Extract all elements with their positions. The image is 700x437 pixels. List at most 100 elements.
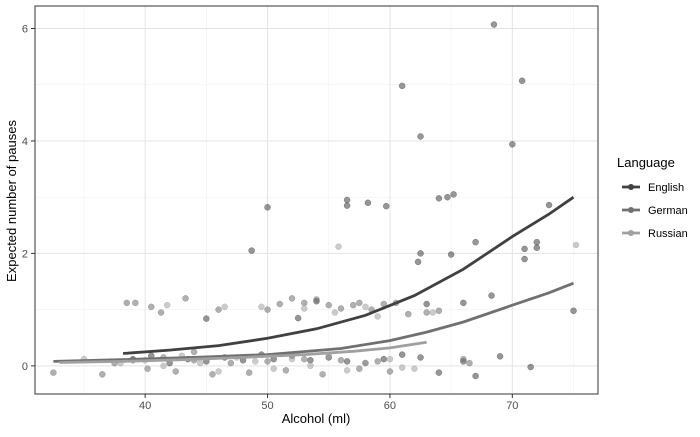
data-point bbox=[398, 364, 406, 371]
x-tick-label: 50 bbox=[261, 400, 273, 412]
data-point bbox=[227, 359, 235, 367]
y-tick-label: 6 bbox=[22, 23, 28, 35]
data-point bbox=[301, 355, 308, 363]
data-point bbox=[331, 309, 339, 316]
data-point bbox=[276, 300, 284, 308]
data-point bbox=[215, 306, 222, 313]
data-point bbox=[335, 243, 342, 250]
plot-border bbox=[34, 5, 599, 395]
fit-line-german bbox=[53, 281, 575, 363]
data-point bbox=[325, 301, 332, 309]
data-point bbox=[411, 365, 418, 372]
legend-label: English bbox=[648, 182, 684, 194]
data-point bbox=[144, 365, 151, 372]
data-point bbox=[301, 299, 308, 307]
data-point bbox=[258, 303, 265, 311]
data-point bbox=[417, 133, 424, 140]
y-tick-label: 4 bbox=[22, 136, 28, 148]
x-axis-label: Alcohol (ml) bbox=[282, 411, 351, 426]
legend-item-english: English bbox=[622, 182, 684, 194]
data-point bbox=[209, 371, 216, 378]
data-point bbox=[429, 309, 437, 316]
data-point bbox=[337, 357, 345, 364]
data-point bbox=[301, 305, 308, 312]
data-point bbox=[405, 310, 412, 318]
plot-panel bbox=[35, 6, 598, 394]
data-point bbox=[364, 199, 372, 207]
data-point bbox=[307, 362, 314, 370]
data-point bbox=[386, 368, 394, 375]
data-point bbox=[190, 348, 198, 356]
legend-key-point bbox=[628, 184, 634, 190]
data-point bbox=[570, 307, 577, 315]
data-point bbox=[386, 355, 394, 363]
data-point bbox=[380, 355, 388, 363]
data-point bbox=[337, 305, 345, 312]
data-point bbox=[307, 357, 314, 364]
legend-item-russian: Russian bbox=[622, 228, 688, 240]
data-point bbox=[270, 365, 277, 372]
data-point bbox=[472, 238, 479, 246]
data-point bbox=[496, 353, 504, 360]
data-point bbox=[182, 295, 189, 302]
fit-line-russian bbox=[59, 340, 427, 364]
data-point bbox=[435, 195, 443, 202]
data-point bbox=[450, 191, 457, 198]
series-points-german bbox=[50, 295, 473, 378]
data-point bbox=[282, 367, 290, 374]
data-point bbox=[417, 354, 424, 361]
data-point bbox=[398, 351, 406, 358]
data-point bbox=[533, 244, 541, 252]
y-axis-label: Expected number of pauses bbox=[4, 120, 19, 282]
legend-key-point bbox=[628, 207, 634, 213]
data-point bbox=[264, 204, 271, 211]
data-point bbox=[435, 369, 443, 376]
data-point bbox=[374, 358, 381, 365]
data-point bbox=[343, 358, 351, 365]
data-point bbox=[349, 301, 357, 309]
data-point bbox=[521, 255, 528, 263]
data-point bbox=[527, 363, 534, 371]
data-point bbox=[248, 247, 255, 254]
data-point bbox=[466, 359, 473, 367]
data-point bbox=[362, 359, 369, 367]
data-point bbox=[203, 315, 210, 322]
data-point bbox=[288, 355, 296, 363]
legend-label: German bbox=[648, 205, 688, 217]
data-point bbox=[123, 299, 131, 307]
x-tick-label: 70 bbox=[506, 400, 518, 412]
data-point bbox=[533, 238, 541, 246]
x-tick-label: 40 bbox=[139, 400, 151, 412]
data-point bbox=[319, 371, 326, 378]
data-point bbox=[172, 368, 179, 375]
data-point bbox=[572, 241, 580, 249]
data-point bbox=[221, 303, 228, 311]
legend-item-german: German bbox=[622, 205, 688, 217]
data-point bbox=[460, 355, 467, 363]
data-point bbox=[545, 201, 553, 209]
data-point bbox=[252, 358, 259, 365]
data-point bbox=[163, 301, 171, 309]
data-point bbox=[215, 368, 222, 375]
data-point bbox=[447, 251, 455, 258]
data-point bbox=[383, 202, 390, 210]
fit-line-english bbox=[122, 196, 575, 355]
data-point bbox=[414, 258, 422, 266]
x-tick-label: 60 bbox=[384, 400, 396, 412]
data-point bbox=[264, 358, 271, 365]
data-point bbox=[264, 306, 271, 313]
data-point bbox=[521, 245, 528, 253]
y-tick-label: 0 bbox=[22, 361, 28, 373]
data-point bbox=[132, 299, 139, 307]
data-point bbox=[196, 359, 204, 367]
data-point bbox=[374, 313, 381, 320]
data-point bbox=[343, 367, 351, 374]
y-tick-label: 2 bbox=[22, 248, 28, 260]
data-point bbox=[294, 314, 302, 322]
data-point bbox=[288, 295, 296, 302]
data-point bbox=[343, 202, 351, 209]
data-point bbox=[423, 300, 430, 308]
data-point bbox=[472, 372, 479, 380]
